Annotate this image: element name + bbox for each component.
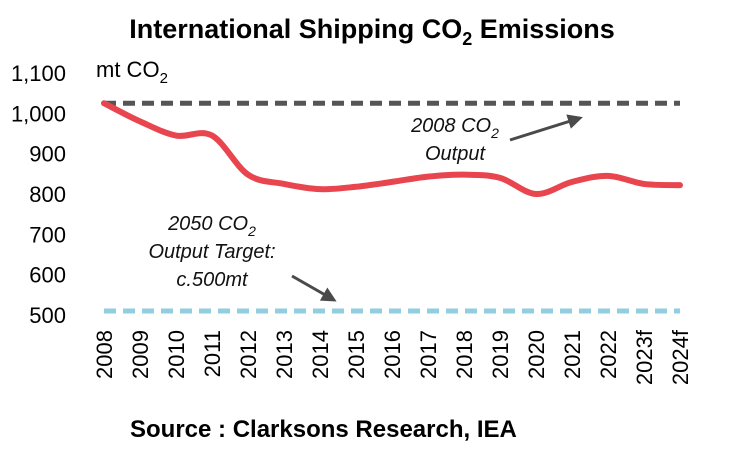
annotation-2050-arrow [291,274,337,302]
source-caption: Source : Clarksons Research, IEA [130,416,517,443]
x-tick-label: 2019 [488,330,513,379]
x-tick-label: 2013 [272,330,297,379]
x-axis-ticks: 2008 2009 2010 2011 2012 2013 2014 2015 2016 2017… [92,329,693,385]
x-tick-label: 2012 [236,330,261,379]
x-tick-label: 2015 [344,330,369,379]
x-tick-label: 2017 [416,330,441,379]
x-tick-label: 2023f [632,329,657,385]
annotation-2050-target: 2050 CO2 Output Target: c.500mt [148,213,337,302]
x-tick-label: 2010 [164,330,189,379]
x-tick-label: 2008 [92,330,117,379]
x-tick-label: 2024f [668,329,693,385]
y-tick-label: 1,000 [11,101,66,126]
y-tick-label: 800 [29,182,66,207]
y-tick-label: 1,100 [11,61,66,86]
series-points [101,100,683,197]
y-axis-label: mt CO2 [96,57,168,87]
y-tick-label: 900 [29,142,66,167]
annotation-2008-arrow [509,114,583,142]
chart-title: International Shipping CO2 Emissions [129,14,615,49]
x-tick-label: 2011 [200,330,225,377]
annotation-2050-line3: c.500mt [176,269,249,291]
annotation-2050-line1: 2050 CO2 [167,213,256,239]
x-tick-label: 2018 [452,330,477,379]
x-tick-label: 2009 [128,330,153,379]
annotation-2050-line2: Output Target: [148,241,275,263]
annotation-2008-line1: 2008 CO2 [410,115,499,141]
y-tick-label: 500 [29,303,66,328]
series-line-emissions [101,100,683,197]
x-tick-label: 2020 [524,330,549,379]
y-tick-label: 600 [29,263,66,288]
x-tick-label: 2014 [308,330,333,379]
annotation-2008-output: 2008 CO2 Output [410,114,583,165]
annotation-2008-line2: Output [425,143,486,165]
x-tick-label: 2016 [380,330,405,379]
x-tick-label: 2021 [560,330,585,379]
x-tick-label: 2022 [596,330,621,379]
y-axis-ticks: 500 600 700 800 900 1,000 1,100 [11,61,66,328]
y-tick-label: 700 [29,222,66,247]
